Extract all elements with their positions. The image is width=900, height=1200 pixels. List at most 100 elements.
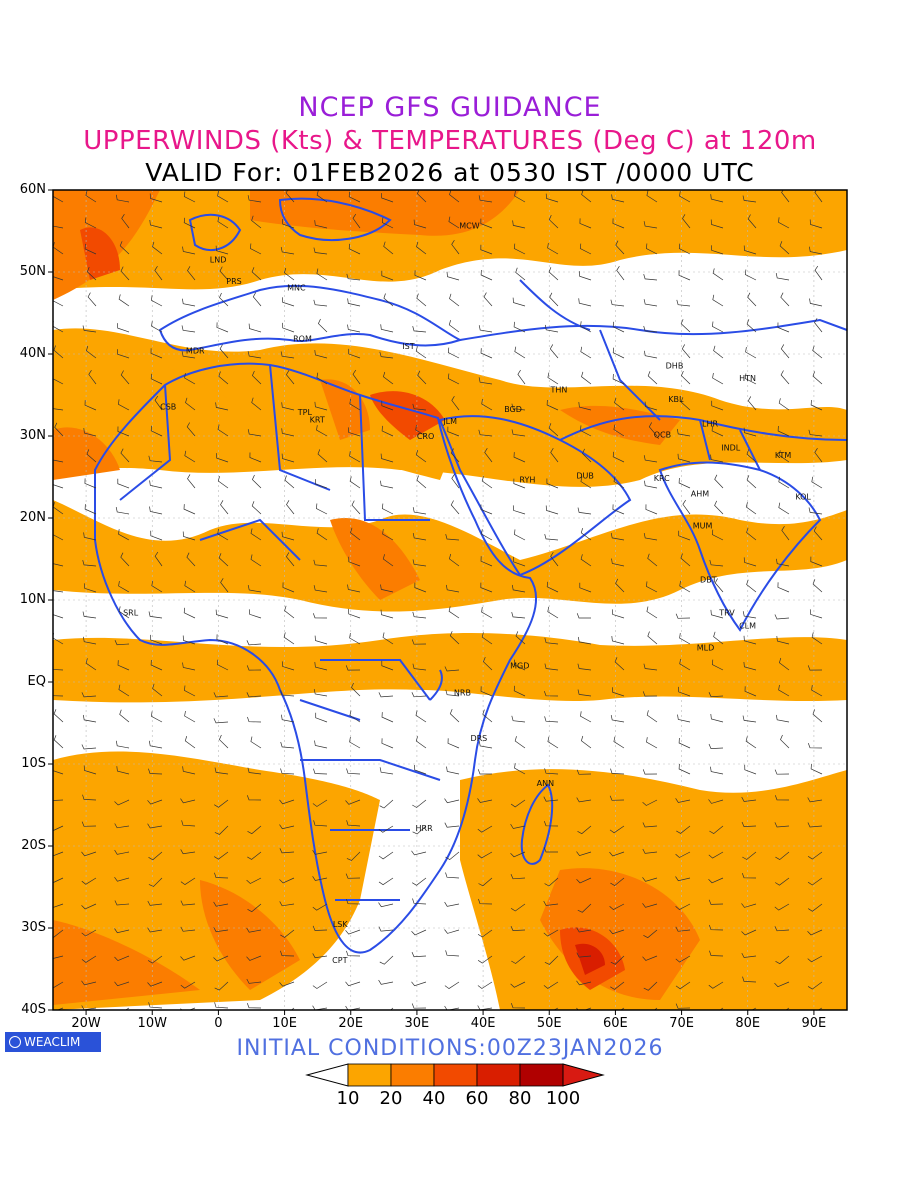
wind-barb: [576, 927, 592, 933]
wind-barb: [53, 373, 64, 385]
wind-barb: [613, 476, 625, 489]
wind-barb: [808, 507, 823, 515]
wind-barb: [279, 981, 295, 987]
wind-barb: [280, 950, 295, 957]
wind-barb: [180, 798, 196, 804]
wind-barb: [219, 266, 229, 281]
wind-barb: [412, 825, 427, 835]
station-label-csb: CSB: [160, 402, 176, 411]
wind-barb: [182, 635, 196, 645]
wind-barb: [315, 479, 328, 489]
station-label-mcw: MCW: [459, 221, 479, 230]
wind-barb: [115, 740, 130, 749]
wind-barb: [680, 319, 691, 333]
wind-barb: [381, 400, 394, 411]
wind-barb: [743, 427, 757, 437]
wind-barb: [807, 929, 823, 936]
wind-barb: [218, 734, 229, 749]
wind-barb: [312, 1005, 328, 1010]
wind-barb: [747, 396, 757, 411]
wind-barb: [345, 1005, 361, 1010]
wind-barb: [681, 344, 691, 359]
station-label-mld: MLD: [697, 644, 715, 653]
wind-barb: [580, 554, 592, 567]
wind-barb: [774, 926, 790, 932]
wind-barb: [444, 666, 460, 672]
lat-label: 30N: [19, 428, 46, 443]
lat-label: 10S: [21, 756, 46, 771]
wind-barb: [148, 611, 163, 619]
wind-barb: [411, 639, 427, 645]
wind-barb: [345, 929, 361, 935]
wind-barb: [53, 877, 64, 884]
wind-barb: [378, 877, 394, 886]
wind-barb: [81, 851, 97, 857]
wind-barb: [148, 1002, 163, 1009]
station-label-htn: HTN: [739, 374, 756, 383]
wind-barb: [281, 428, 295, 437]
wind-barb: [449, 553, 460, 567]
wind-barb: [148, 851, 163, 861]
wind-barb: [543, 690, 559, 697]
wind-barb: [114, 640, 130, 646]
wind-barb: [611, 194, 625, 203]
lat-label: 40S: [21, 1002, 46, 1017]
lon-label: 80E: [735, 1016, 761, 1031]
wind-barb: [648, 422, 658, 437]
wind-barb: [348, 191, 361, 203]
map-subtitle: UPPERWINDS (Kts) & TEMPERATURES (Deg C) …: [83, 126, 817, 156]
wind-barb: [152, 683, 163, 697]
wind-barb: [317, 318, 328, 333]
wind-barb: [478, 195, 493, 203]
wind-barb: [680, 553, 691, 567]
wind-barb: [445, 872, 460, 879]
wind-barb: [53, 851, 64, 857]
wind-barb: [187, 266, 196, 281]
wind-barb: [678, 477, 691, 489]
wind-barb: [546, 478, 559, 489]
wind-barb: [680, 397, 691, 411]
wind-barb: [743, 635, 757, 645]
wind-barb: [187, 474, 196, 489]
wind-barb: [251, 397, 262, 411]
wind-barb: [711, 400, 724, 411]
wind-barb: [477, 798, 493, 803]
wind-barb: [382, 554, 394, 567]
wind-barb: [81, 955, 97, 963]
wind-barb: [213, 718, 229, 724]
wind-barb: [312, 903, 328, 911]
wind-barb: [411, 981, 427, 987]
wind-barb: [346, 950, 361, 957]
wind-barb: [675, 981, 691, 990]
colorbar-low-triangle: [305, 1063, 349, 1087]
wind-barb: [511, 955, 526, 964]
wind-barb: [775, 714, 790, 723]
lon-label: 20W: [71, 1016, 101, 1031]
wind-barb: [279, 901, 295, 907]
wind-barb: [510, 874, 526, 880]
wind-barb: [742, 851, 757, 860]
wind-barb: [281, 453, 295, 463]
wind-barb: [184, 580, 196, 593]
wind-barb: [544, 768, 559, 775]
colorbar-segment: [347, 1063, 392, 1087]
wind-barb: [414, 764, 427, 775]
wind-barb: [248, 323, 262, 333]
wind-barb: [151, 321, 163, 333]
wind-barb: [514, 346, 526, 359]
wind-barb: [213, 692, 229, 698]
wind-barb: [313, 247, 328, 255]
wind-barb: [411, 1003, 427, 1009]
wind-barb: [351, 500, 361, 515]
wind-barb: [348, 348, 361, 359]
wind-barb: [216, 634, 229, 645]
wind-barb: [742, 715, 757, 723]
station-label-mdr: MDR: [186, 347, 205, 356]
wind-barb: [814, 318, 823, 333]
wind-barb: [279, 848, 295, 854]
wind-barb: [150, 373, 163, 385]
wind-barb: [512, 505, 526, 515]
wind-barb: [774, 614, 790, 620]
lat-label: 20S: [21, 838, 46, 853]
